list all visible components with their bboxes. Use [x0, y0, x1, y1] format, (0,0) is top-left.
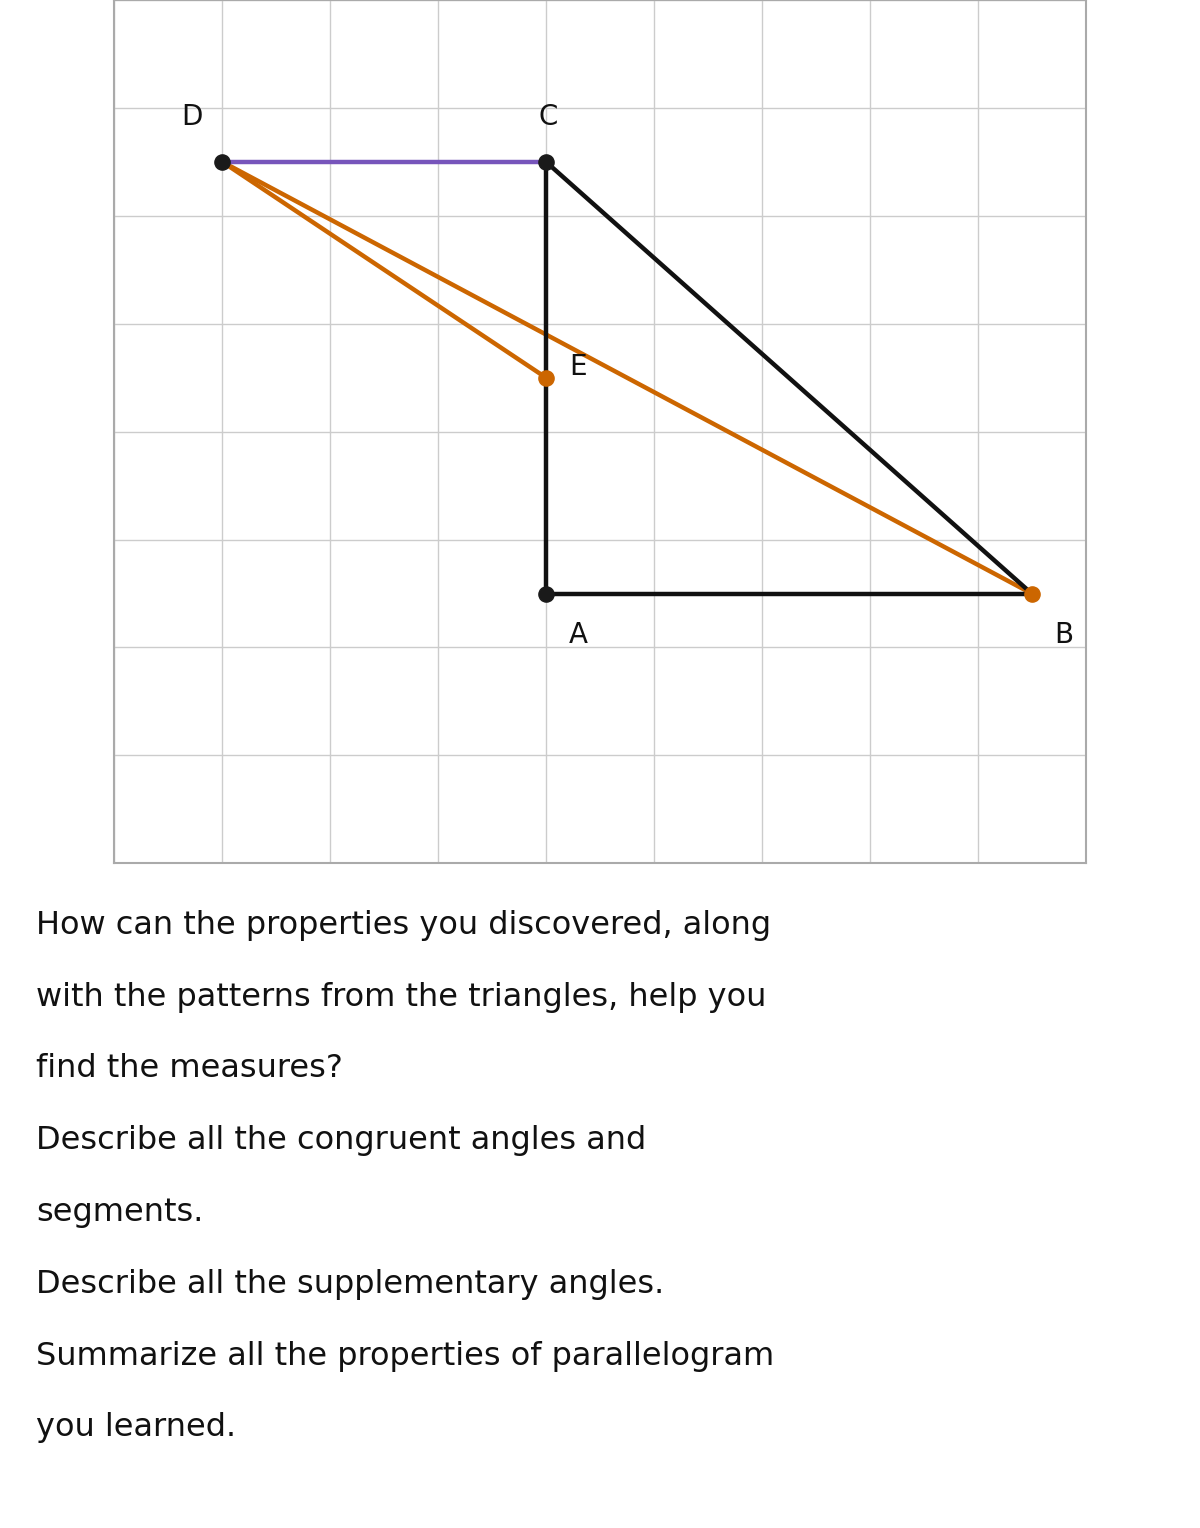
- Text: Summarize all the properties of parallelogram: Summarize all the properties of parallel…: [36, 1340, 774, 1372]
- Text: C: C: [539, 102, 558, 130]
- Point: [1022, 581, 1042, 605]
- Point: [536, 365, 556, 390]
- Text: A: A: [569, 620, 588, 648]
- Text: E: E: [570, 353, 587, 380]
- Text: B: B: [1055, 620, 1074, 648]
- Point: [536, 150, 556, 174]
- Text: with the patterns from the triangles, help you: with the patterns from the triangles, he…: [36, 981, 767, 1013]
- Text: How can the properties you discovered, along: How can the properties you discovered, a…: [36, 909, 772, 941]
- Point: [212, 150, 232, 174]
- Text: you learned.: you learned.: [36, 1412, 236, 1444]
- Text: find the measures?: find the measures?: [36, 1053, 343, 1085]
- Text: Describe all the congruent angles and: Describe all the congruent angles and: [36, 1125, 647, 1157]
- Text: Describe all the supplementary angles.: Describe all the supplementary angles.: [36, 1268, 665, 1300]
- Text: segments.: segments.: [36, 1196, 203, 1229]
- Text: D: D: [181, 102, 203, 130]
- Point: [536, 581, 556, 605]
